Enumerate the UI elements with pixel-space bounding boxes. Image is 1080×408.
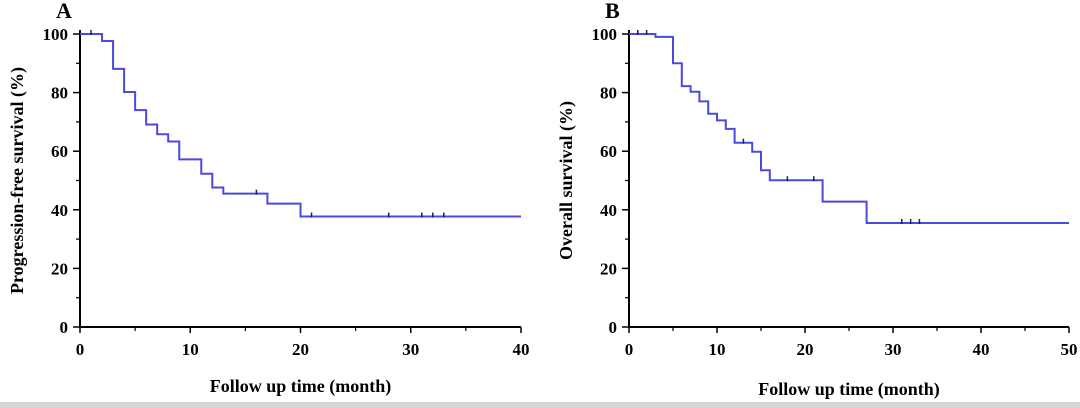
y-tick-label: 80 — [51, 84, 68, 103]
y-tick-label: 20 — [51, 259, 68, 278]
survival-curve — [80, 33, 521, 218]
y-tick-label: 0 — [609, 318, 618, 337]
y-tick-label: 20 — [600, 259, 617, 278]
chart-panel-b: B 0 10 20 30 40 50 0 20 40 60 80 100 Follow up time (… — [556, 0, 1078, 400]
y-tick-label: 60 — [51, 142, 68, 161]
y-tick-label: 60 — [600, 142, 617, 161]
y-tick-label: 100 — [592, 25, 618, 44]
panel-letter: A — [56, 0, 72, 23]
y-tick-label: 0 — [60, 318, 69, 337]
survival-curve — [629, 33, 1069, 224]
x-tick-label: 0 — [625, 340, 634, 359]
x-tick-label: 20 — [292, 340, 309, 359]
y-tick-label: 100 — [43, 25, 69, 44]
x-axis-title: Follow up time (month) — [758, 379, 940, 400]
panel-letter: B — [605, 0, 620, 23]
y-axis-title: Progression-free survival (%) — [7, 67, 28, 294]
x-tick-label: 30 — [402, 340, 419, 359]
x-tick-label: 20 — [797, 340, 814, 359]
x-tick-label: 30 — [885, 340, 902, 359]
y-tick-label: 40 — [51, 201, 68, 220]
x-axis-title: Follow up time (month) — [210, 376, 392, 397]
chart-panel-a: A 0 10 20 30 40 0 20 40 60 80 100 Follow up time (mo… — [7, 0, 530, 397]
x-tick-label: 10 — [182, 340, 199, 359]
y-tick-label: 40 — [600, 201, 617, 220]
x-tick-label: 40 — [513, 340, 530, 359]
x-tick-label: 10 — [709, 340, 726, 359]
y-tick-label: 80 — [600, 84, 617, 103]
x-tick-label: 50 — [1061, 340, 1078, 359]
y-axis-title: Overall survival (%) — [556, 101, 577, 260]
x-tick-label: 0 — [76, 340, 85, 359]
x-tick-label: 40 — [973, 340, 990, 359]
